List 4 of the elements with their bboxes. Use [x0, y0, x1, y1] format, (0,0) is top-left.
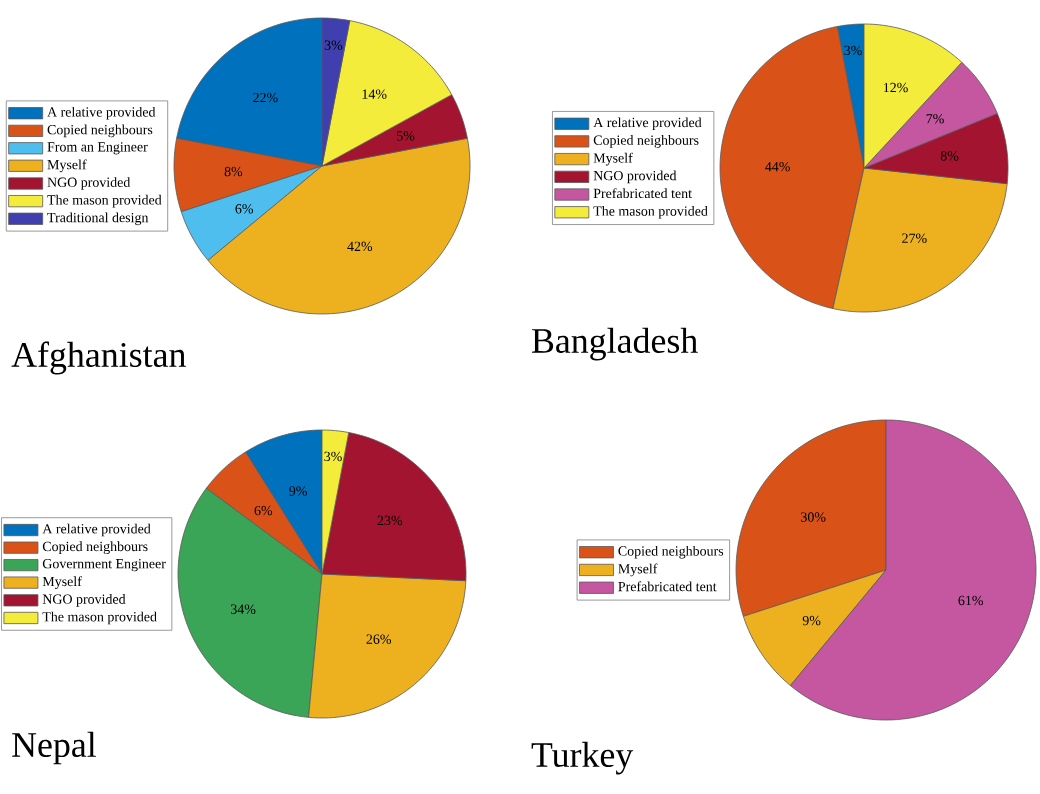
text: Nepal	[12, 731, 97, 765]
text: Bangladesh	[531, 327, 698, 361]
text: Afghanistan	[11, 341, 186, 375]
text: Turkey	[531, 741, 634, 775]
